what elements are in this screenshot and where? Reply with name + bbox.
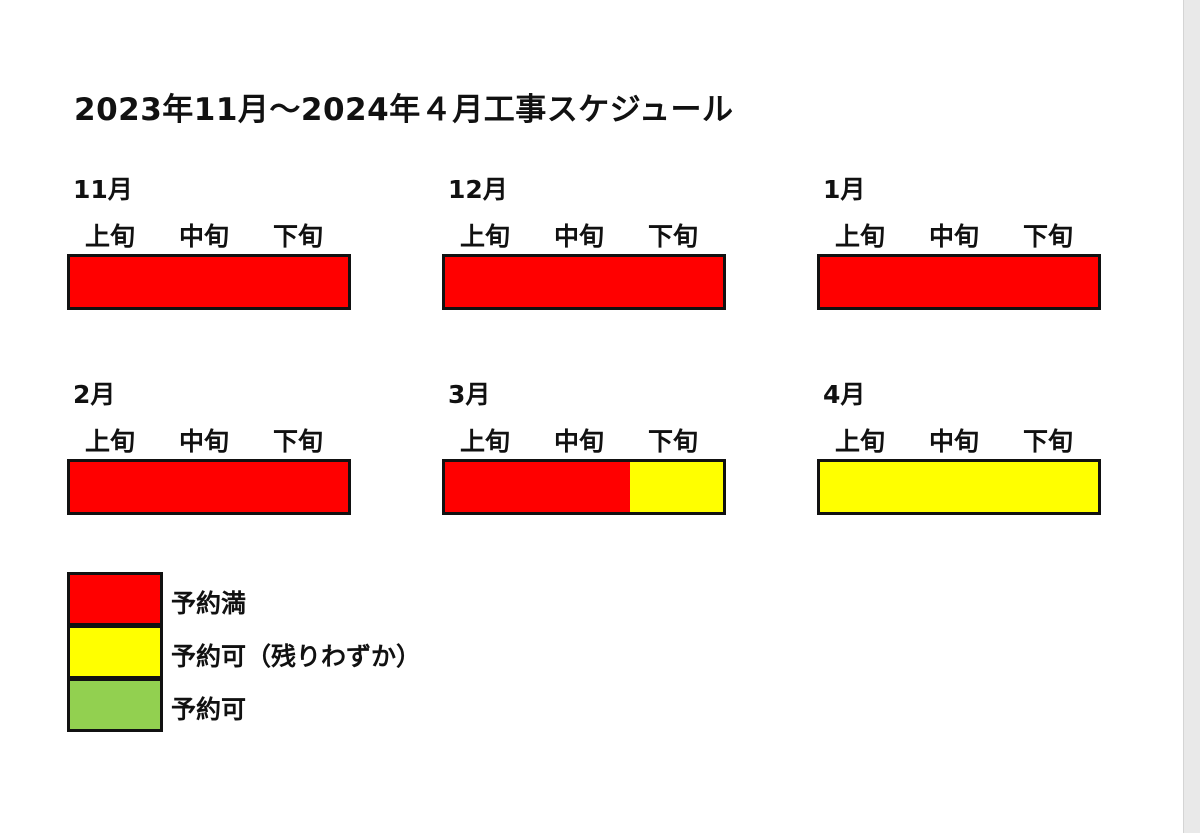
period-label: 中旬 — [179, 427, 230, 456]
period-label: 下旬 — [273, 427, 324, 456]
period-label: 下旬 — [648, 427, 699, 456]
period-header-row: 上旬 中旬 下旬 — [85, 217, 345, 251]
availability-segment — [820, 257, 913, 307]
month-block: 2月上旬 中旬 下旬 — [67, 375, 357, 525]
availability-segment — [162, 462, 256, 512]
month-label: 3月 — [448, 380, 491, 409]
availability-segment — [445, 257, 538, 307]
availability-bar — [817, 254, 1101, 310]
period-header-row: 上旬 中旬 下旬 — [460, 217, 720, 251]
period-label: 上旬 — [85, 427, 136, 456]
period-label: 下旬 — [273, 222, 324, 251]
period-label: 中旬 — [929, 427, 980, 456]
legend-item: 予約可（残りわずか） — [67, 625, 567, 679]
availability-bar — [442, 459, 726, 515]
availability-segment — [255, 257, 348, 307]
period-header-row: 上旬 中旬 下旬 — [460, 422, 720, 456]
legend-swatch — [67, 625, 163, 679]
legend-label: 予約可（残りわずか） — [171, 642, 422, 671]
legend-label: 予約可 — [171, 695, 247, 724]
availability-segment — [1005, 462, 1098, 512]
availability-bar — [817, 459, 1101, 515]
period-label: 上旬 — [835, 427, 886, 456]
availability-segment — [630, 462, 723, 512]
period-label: 上旬 — [85, 222, 136, 251]
availability-bar — [67, 459, 351, 515]
period-header-row: 上旬 中旬 下旬 — [85, 422, 345, 456]
month-block: 11月上旬 中旬 下旬 — [67, 170, 357, 320]
availability-segment — [912, 257, 1006, 307]
legend-label: 予約満 — [171, 589, 247, 618]
month-block: 3月上旬 中旬 下旬 — [442, 375, 732, 525]
period-label: 中旬 — [554, 222, 605, 251]
period-label: 中旬 — [554, 427, 605, 456]
availability-segment — [255, 462, 348, 512]
period-label: 上旬 — [460, 222, 511, 251]
availability-segment — [445, 462, 538, 512]
availability-segment — [820, 462, 913, 512]
month-block: 1月上旬 中旬 下旬 — [817, 170, 1107, 320]
availability-segment — [630, 257, 723, 307]
availability-segment — [537, 257, 631, 307]
page-title: 2023年11月～2024年４月工事スケジュール — [74, 92, 734, 128]
period-label: 上旬 — [835, 222, 886, 251]
scrollbar-track[interactable] — [1183, 0, 1200, 833]
period-label: 下旬 — [1023, 427, 1074, 456]
availability-segment — [537, 462, 631, 512]
month-label: 2月 — [73, 380, 116, 409]
period-header-row: 上旬 中旬 下旬 — [835, 422, 1095, 456]
availability-segment — [70, 257, 163, 307]
availability-segment — [1005, 257, 1098, 307]
legend-swatch — [67, 572, 163, 626]
month-label: 1月 — [823, 175, 866, 204]
availability-bar — [442, 254, 726, 310]
period-label: 上旬 — [460, 427, 511, 456]
month-label: 11月 — [73, 175, 133, 204]
period-header-row: 上旬 中旬 下旬 — [835, 217, 1095, 251]
month-block: 4月上旬 中旬 下旬 — [817, 375, 1107, 525]
month-label: 12月 — [448, 175, 508, 204]
period-label: 中旬 — [179, 222, 230, 251]
availability-segment — [912, 462, 1006, 512]
period-label: 下旬 — [1023, 222, 1074, 251]
availability-segment — [162, 257, 256, 307]
month-block: 12月上旬 中旬 下旬 — [442, 170, 732, 320]
period-label: 下旬 — [648, 222, 699, 251]
month-label: 4月 — [823, 380, 866, 409]
legend-item: 予約満 — [67, 572, 567, 626]
availability-segment — [70, 462, 163, 512]
period-label: 中旬 — [929, 222, 980, 251]
availability-bar — [67, 254, 351, 310]
legend-item: 予約可 — [67, 678, 567, 732]
legend-swatch — [67, 678, 163, 732]
